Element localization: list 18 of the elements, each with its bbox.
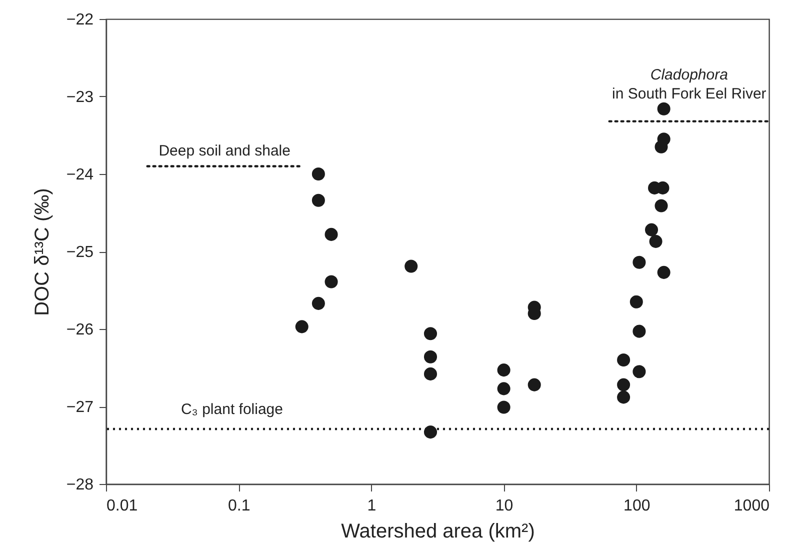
y-tick-label: −22 (66, 12, 94, 28)
y-tick-label: −23 (66, 89, 94, 106)
x-axis-title: Watershed area (km²) (341, 520, 535, 542)
y-axis-title: DOC δ¹³C (‰) (31, 188, 54, 316)
y-tick-label: −26 (66, 322, 94, 338)
x-tick-label: 0.1 (228, 498, 250, 514)
x-tick-label: 1000 (734, 498, 770, 514)
x-tick-label: 1 (367, 498, 376, 514)
y-tick-label: −27 (66, 399, 94, 416)
x-tick-label: 100 (624, 498, 650, 514)
y-tick-label: −25 (66, 244, 94, 261)
y-tick-label: −28 (66, 476, 94, 494)
x-tick-label: 0.01 (106, 498, 138, 514)
series-label: Deep soil and shale (158, 142, 290, 160)
y-tick-label: −24 (66, 166, 94, 184)
x-tick-label: 10 (495, 498, 514, 514)
ref-line-label: C₃ plant foliage (180, 400, 283, 418)
series-label: Cladophora in South Fork Eel River (612, 66, 766, 102)
